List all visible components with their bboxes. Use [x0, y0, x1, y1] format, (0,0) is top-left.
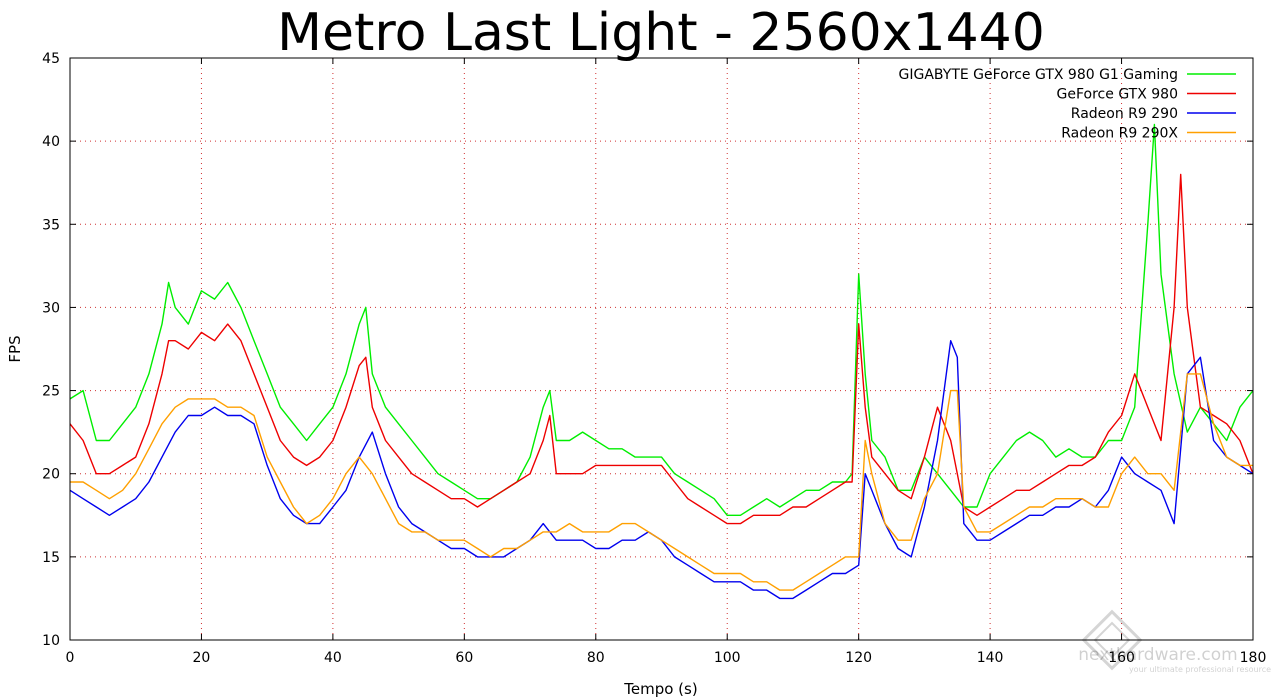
y-tick-label: 10: [42, 633, 60, 649]
x-axis-title: Tempo (s): [623, 680, 697, 698]
x-tick-label: 160: [1108, 650, 1135, 666]
x-tick-label: 100: [714, 650, 741, 666]
series-layer: [69, 123, 1254, 600]
y-tick-label: 40: [42, 134, 60, 150]
y-tick-label: 25: [42, 384, 60, 400]
x-tick-label: 120: [845, 650, 872, 666]
x-tick-label: 0: [66, 650, 75, 666]
x-tick-label: 40: [324, 650, 342, 666]
y-axis-title: FPS: [6, 335, 24, 362]
plot-frame: [69, 57, 1254, 641]
watermark: nexthardware.com your ultimate professio…: [1078, 609, 1271, 674]
chart-title: Metro Last Light - 2560x1440: [277, 3, 1045, 63]
x-tick-labels: 0 20 40 60 80 100 120 140 160 180: [66, 650, 1267, 666]
y-tick-labels: 10 15 20 25 30 35 40 45: [42, 51, 60, 649]
y-tick-label: 45: [42, 51, 60, 67]
watermark-tagline: your ultimate professional resource: [1129, 665, 1271, 674]
series-line-2: [69, 173, 1254, 525]
series-line-4: [70, 373, 1253, 591]
legend: GIGABYTE GeForce GTX 980 G1 Gaming GeForc…: [899, 67, 1236, 142]
legend-label: Radeon R9 290X: [1061, 126, 1178, 142]
y-tick-label: 35: [42, 217, 60, 233]
watermark-brand: nexthardware.com: [1078, 645, 1237, 665]
watermark-logo-icon: [1081, 609, 1143, 671]
x-tick-label: 60: [455, 650, 473, 666]
x-tick-label: 180: [1240, 650, 1267, 666]
legend-label: GIGABYTE GeForce GTX 980 G1 Gaming: [899, 67, 1178, 83]
y-tick-label: 20: [42, 467, 60, 483]
series-line-1: [69, 123, 1254, 516]
legend-label: Radeon R9 290: [1071, 106, 1178, 122]
series-line-3: [69, 340, 1254, 600]
x-tick-label: 80: [587, 650, 605, 666]
x-tick-label: 20: [193, 650, 211, 666]
tick-marks: [69, 57, 1254, 641]
x-tick-label: 140: [977, 650, 1004, 666]
grid-lines: [70, 58, 1253, 640]
y-tick-label: 30: [42, 300, 60, 316]
y-tick-label: 15: [42, 550, 60, 566]
legend-label: GeForce GTX 980: [1057, 87, 1178, 103]
